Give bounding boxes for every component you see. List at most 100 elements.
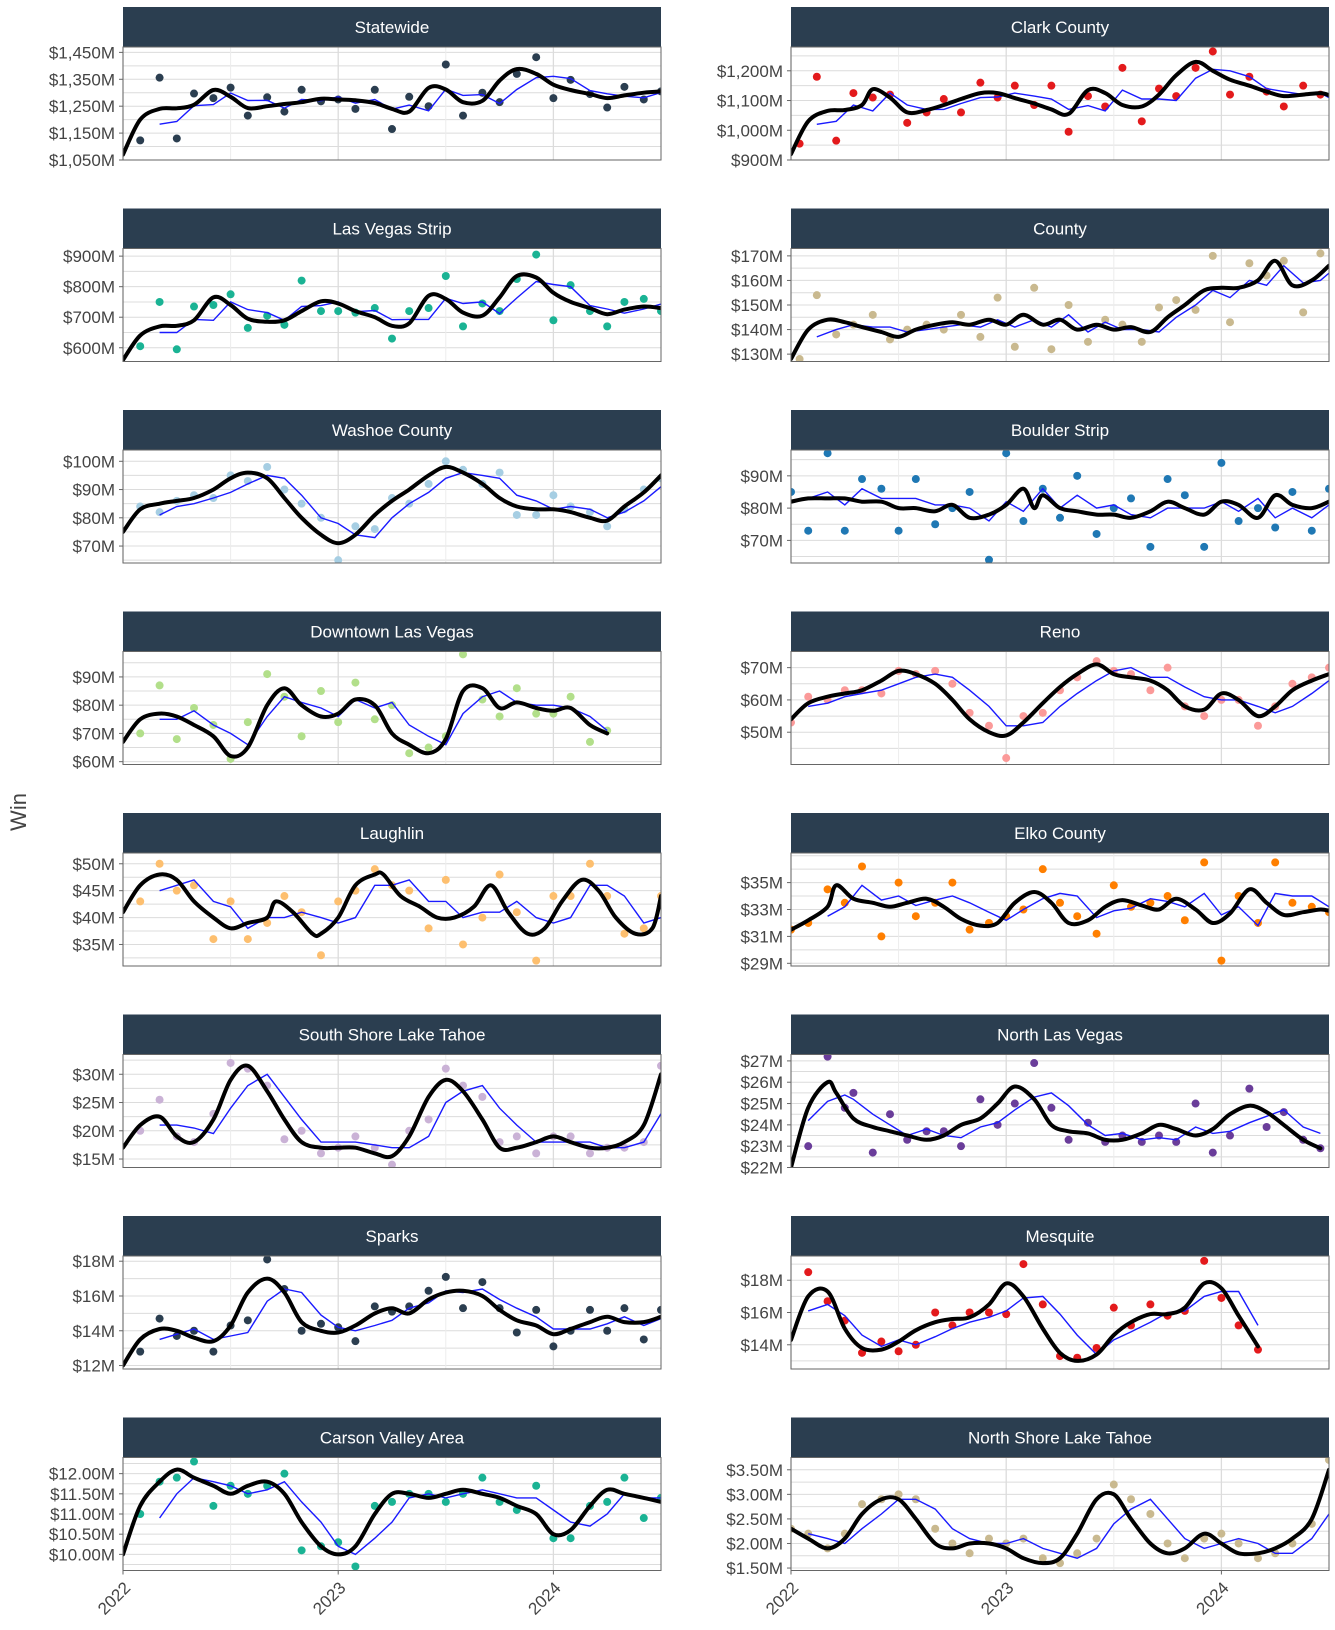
data-point [640, 1335, 648, 1343]
data-point [1254, 504, 1262, 512]
data-point [549, 892, 557, 900]
data-point [1127, 494, 1135, 502]
data-point [190, 90, 198, 98]
data-point [532, 1482, 540, 1490]
y-tick-label: $35M [72, 935, 115, 954]
data-point [1200, 712, 1208, 720]
panel-border [123, 47, 661, 160]
data-point [1172, 92, 1180, 100]
y-tick-label: $31M [740, 927, 783, 946]
y-tick-label: $40M [72, 909, 115, 928]
data-point [298, 86, 306, 94]
data-point [1299, 82, 1307, 90]
y-tick-label: $1,000M [717, 121, 783, 140]
data-point [334, 307, 342, 315]
smooth-trend-line [123, 1279, 661, 1366]
data-point [1181, 916, 1189, 924]
data-point [298, 1127, 306, 1135]
data-point [1181, 491, 1189, 499]
data-point [351, 1337, 359, 1345]
data-point [1056, 514, 1064, 522]
data-point [532, 710, 540, 718]
y-tick-label: $16M [740, 1304, 783, 1323]
data-point [1308, 527, 1316, 535]
data-point [442, 1273, 450, 1281]
y-tick-label: $1,100M [717, 92, 783, 111]
data-point [1200, 543, 1208, 551]
y-tick-label: $30M [72, 1065, 115, 1084]
data-point [849, 1089, 857, 1097]
data-point [496, 871, 504, 879]
data-point [478, 1474, 486, 1482]
data-point [227, 897, 235, 905]
y-tick-label: $14M [740, 1336, 783, 1355]
data-point [425, 480, 433, 488]
data-point [824, 885, 832, 893]
data-point [567, 693, 575, 701]
data-point [1065, 128, 1073, 136]
y-tick-label: $90M [72, 481, 115, 500]
data-point [804, 527, 812, 535]
panel-title: North Las Vegas [997, 1026, 1123, 1045]
data-point [620, 1304, 628, 1312]
data-point [136, 729, 144, 737]
y-tick-label: $16M [72, 1287, 115, 1306]
data-point [442, 1065, 450, 1073]
data-point [640, 1514, 648, 1522]
data-point [586, 1306, 594, 1314]
y-tick-label: $2.50M [726, 1510, 783, 1529]
y-tick-label: $160M [731, 271, 783, 290]
panel-title: Downtown Las Vegas [310, 623, 474, 642]
data-point [317, 687, 325, 695]
data-point [1146, 543, 1154, 551]
data-point [156, 860, 164, 868]
data-point [804, 693, 812, 701]
data-point [190, 1458, 198, 1466]
data-point [895, 527, 903, 535]
data-point [603, 1498, 611, 1506]
smooth-trend-line [123, 1470, 661, 1555]
data-point [1200, 1257, 1208, 1265]
data-point [425, 1115, 433, 1123]
data-point [263, 670, 271, 678]
data-point [903, 119, 911, 127]
data-point [1155, 303, 1163, 311]
data-point [317, 1149, 325, 1157]
y-tick-label: $170M [731, 247, 783, 266]
data-point [513, 1328, 521, 1336]
data-point [351, 1562, 359, 1570]
y-tick-label: $90M [72, 668, 115, 687]
data-point [317, 951, 325, 959]
data-point [459, 322, 467, 330]
data-point [1093, 1535, 1101, 1543]
data-point [603, 322, 611, 330]
panel-carson-valley-area: Carson Valley Area$10.00M$10.50M$11.00M$… [49, 1418, 665, 1619]
data-point [1235, 1539, 1243, 1547]
data-point [1226, 1132, 1234, 1140]
y-tick-label: $35M [740, 874, 783, 893]
data-point [603, 104, 611, 112]
data-point [156, 1096, 164, 1104]
panel-clark-county: Clark County $900M $1,000M $1,100M $1,200M [717, 7, 1329, 170]
moving-average-line [808, 1093, 1320, 1140]
y-tick-label: $60M [740, 691, 783, 710]
data-point [869, 311, 877, 319]
data-point [280, 1470, 288, 1478]
data-point [567, 281, 575, 289]
data-point [532, 511, 540, 519]
data-point [227, 1059, 235, 1067]
data-point [371, 715, 379, 723]
data-point [1200, 858, 1208, 866]
y-tick-label: $12M [72, 1357, 115, 1376]
y-tick-label: $22M [740, 1159, 783, 1178]
data-point [1271, 858, 1279, 866]
y-tick-label: $25M [740, 1095, 783, 1114]
data-point [1192, 1100, 1200, 1108]
panel-title: North Shore Lake Tahoe [968, 1429, 1152, 1448]
data-point [841, 527, 849, 535]
data-point [244, 935, 252, 943]
data-point [549, 491, 557, 499]
data-point [317, 1320, 325, 1328]
y-tick-label: $800M [63, 278, 115, 297]
panel-north-shore-lake-tahoe: North Shore Lake Tahoe $1.50M $2.00M $2.50M… [726, 1418, 1333, 1619]
